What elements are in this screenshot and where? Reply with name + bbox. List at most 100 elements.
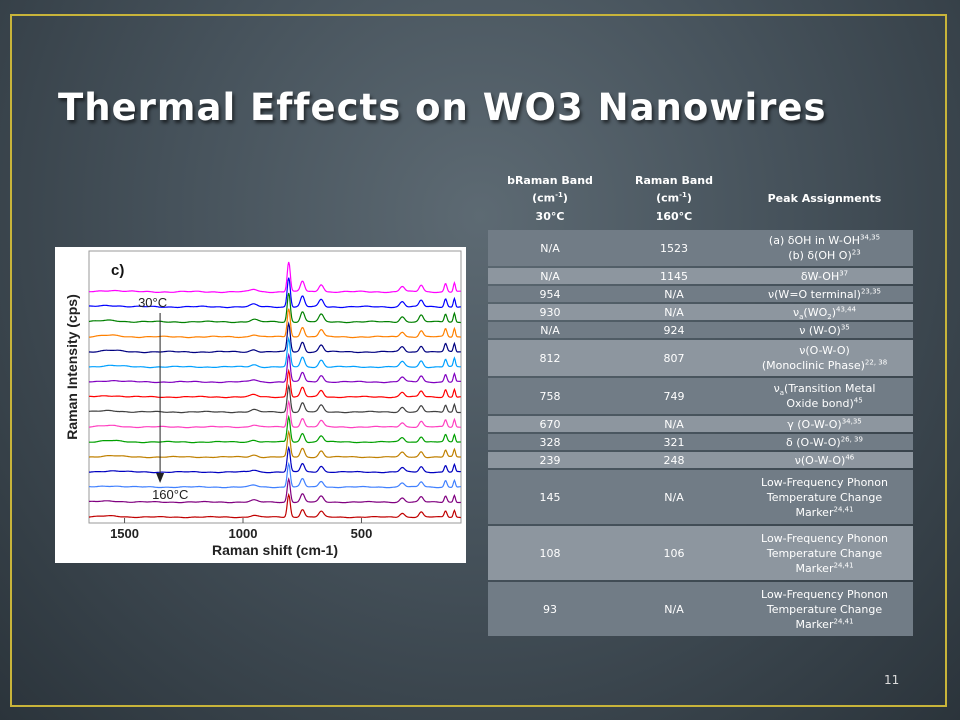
cell-band-160c: 1523: [660, 241, 688, 255]
cell-peak-assignment: Low-Frequency Phonon Temperature Change Ma…: [736, 526, 913, 580]
table-row: 812 807 ν(O-W-O) (Monoclinic Phase)22, 38: [488, 340, 913, 376]
header-col2-line1: Raman Band: [635, 174, 713, 188]
table-row: 328 321 δ (O-W-O)26, 39: [488, 434, 913, 450]
cell-band-30c: 145: [539, 490, 561, 504]
cell-band-160c: N/A: [664, 490, 684, 504]
table-row: 145 N/A Low-Frequency Phonon Temperature Ch…: [488, 470, 913, 524]
cell-band-30c: 239: [539, 453, 561, 467]
spectrum-line: [88, 461, 461, 489]
x-tick-label: 1500: [110, 526, 139, 541]
table-header: bRaman Band (cm-1) 30°C Raman Band (cm-1…: [488, 166, 913, 230]
header-col1-line3: 30°C: [535, 210, 565, 223]
spectrum-line: [88, 321, 461, 354]
cell-band-30c: 812: [539, 351, 561, 365]
header-col1-line1: bRaman Band: [507, 174, 593, 188]
cell-band-30c: 108: [539, 546, 561, 560]
spectrum-line: [88, 399, 461, 429]
header-peak-assignments: Peak Assignments: [767, 191, 882, 205]
header-col2-line3: 160°C: [655, 210, 693, 223]
assignment-line: νa(WO2)43,44: [792, 304, 857, 321]
cell-band-160c: 248: [663, 453, 685, 467]
annotation-30c: 30°C: [138, 295, 167, 310]
cell-peak-assignment: ν (W-O)35: [736, 322, 913, 338]
assignment-line: ν(O-W-O): [799, 344, 850, 357]
spectrum-line: [88, 261, 461, 294]
cell-peak-assignment: Low-Frequency Phonon Temperature Change Ma…: [736, 582, 913, 636]
table-row: N/A 924 ν (W-O)35: [488, 322, 913, 338]
spectrum-line: [88, 277, 461, 309]
cell-peak-assignment: ν(W=O terminal)23,35: [736, 286, 913, 302]
cell-peak-assignment: γ (O-W-O)34,35: [736, 416, 913, 432]
cell-peak-assignment: ν(O-W-O)46: [736, 452, 913, 468]
table-row: 108 106 Low-Frequency Phonon Temperature Ch…: [488, 526, 913, 580]
x-tick-label: 1000: [229, 526, 258, 541]
cell-band-160c: 807: [663, 351, 685, 365]
cell-band-160c: 924: [663, 323, 685, 337]
table-row: 93 N/A Low-Frequency Phonon Temperature Cha…: [488, 582, 913, 636]
spectrum-line: [89, 368, 461, 399]
assignment-line: δ (O-W-O)26, 39: [786, 434, 863, 449]
cell-band-160c: 321: [663, 435, 685, 449]
cell-band-160c: 749: [663, 389, 685, 403]
assignment-line: (b) δ(OH O)23: [788, 248, 861, 262]
cell-band-160c: N/A: [664, 417, 684, 431]
spectrum-line: [88, 492, 461, 519]
assignment-line: Temperature Change: [766, 546, 883, 560]
panel-label: c): [111, 262, 124, 279]
cell-band-30c: 930: [539, 305, 561, 319]
assignment-line: Oxide bond)45: [786, 396, 863, 410]
assignment-line: ν (W-O)35: [799, 322, 850, 337]
assignment-line: ν(O-W-O)46: [794, 452, 855, 467]
cell-peak-assignment: δW-OH37: [736, 268, 913, 284]
spectrum-line: [89, 445, 461, 474]
spectrum-line: [88, 414, 461, 444]
table-row: N/A 1523 (a) δOH in W-OH34,35 (b) δ(OH O)23: [488, 230, 913, 266]
table-row: N/A 1145 δW-OH37: [488, 268, 913, 284]
spectrum-line: [88, 383, 461, 414]
assignment-line: ν(W=O terminal)23,35: [768, 286, 881, 301]
x-axis-label: Raman shift (cm-1): [212, 542, 338, 558]
slide-title: Thermal Effects on WO3 Nanowires: [58, 86, 827, 129]
raman-chart: 30°C 160°C c) 1500 1000 500 Raman shift (cm-1)…: [64, 250, 462, 558]
cell-band-30c: N/A: [540, 323, 560, 337]
cell-band-30c: 93: [543, 602, 557, 616]
slide-frame: [10, 14, 947, 707]
assignment-line: Low-Frequency Phonon: [761, 475, 888, 489]
assignment-line: Marker24,41: [795, 504, 854, 519]
table-row: 930 N/A νa(WO2)43,44: [488, 304, 913, 320]
arrow-head: [156, 473, 165, 483]
table-row: 954 N/A ν(W=O terminal)23,35: [488, 286, 913, 302]
assignment-line: δW-OH37: [800, 268, 849, 283]
cell-peak-assignment: (a) δOH in W-OH34,35 (b) δ(OH O)23: [736, 230, 913, 266]
cell-band-160c: 1145: [660, 269, 688, 283]
cell-band-160c: N/A: [664, 602, 684, 616]
cell-band-30c: 758: [539, 389, 561, 403]
header-band-160c: Raman Band (cm-1) 160°C: [612, 166, 736, 230]
table-row: 670 N/A γ (O-W-O)34,35: [488, 416, 913, 432]
assignment-line: Low-Frequency Phonon: [761, 531, 888, 545]
spectrum-line: [88, 336, 461, 369]
cell-peak-assignment: νa(WO2)43,44: [736, 304, 913, 320]
assignment-line: Low-Frequency Phonon: [761, 587, 888, 601]
spectrum-line: [89, 352, 461, 384]
assignment-line: Marker24,41: [795, 560, 854, 575]
header-band-30c: bRaman Band (cm-1) 30°C: [488, 166, 612, 230]
spectrum-line: [88, 292, 461, 324]
cell-band-30c: 954: [539, 287, 561, 301]
spectrum-line: [88, 308, 461, 339]
cell-band-30c: 670: [539, 417, 561, 431]
cell-band-30c: 328: [539, 435, 561, 449]
cell-peak-assignment: νa(Transition Metal Oxide bond)45: [736, 378, 913, 414]
cell-band-160c: N/A: [664, 305, 684, 319]
annotation-160c: 160°C: [152, 487, 188, 502]
assignment-line: γ (O-W-O)34,35: [787, 416, 862, 431]
raman-table: bRaman Band (cm-1) 30°C Raman Band (cm-1…: [488, 166, 913, 638]
assignment-line: Marker24,41: [795, 616, 854, 631]
cell-band-160c: 106: [663, 546, 685, 560]
y-axis-label: Raman Intensity (cps): [64, 294, 80, 439]
assignment-line: νa(Transition Metal: [773, 382, 876, 398]
spectrum-line: [89, 429, 461, 459]
spectrum-line: [88, 477, 461, 504]
assignment-line: (a) δOH in W-OH34,35: [768, 233, 881, 247]
assignment-line: Temperature Change: [766, 602, 883, 616]
